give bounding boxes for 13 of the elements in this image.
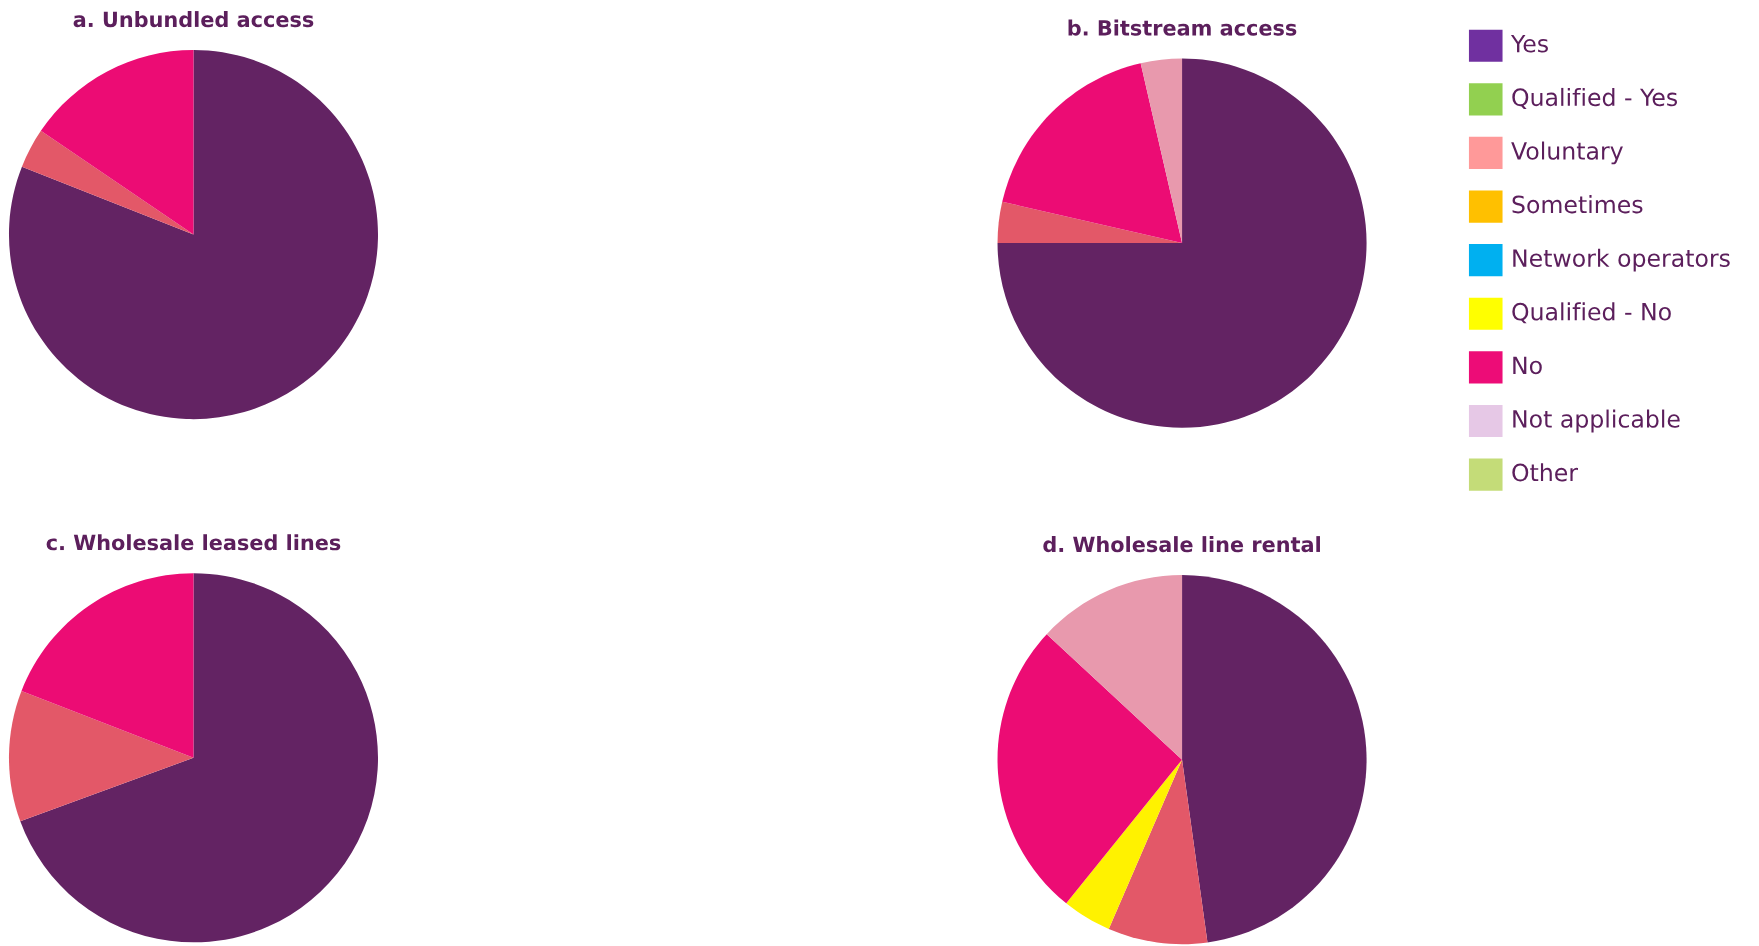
chart-title: a. Unbundled access <box>73 11 314 28</box>
chart-title: d. Wholesale line rental <box>1043 536 1320 553</box>
chart-title: b. Bitstream access <box>1068 19 1297 36</box>
category-label: Network operators <box>1513 248 1730 272</box>
category-label: Yes <box>1510 35 1548 53</box>
category-label: Not applicable <box>1513 409 1680 433</box>
category-label: Other <box>1512 463 1579 482</box>
category-label: Voluntary <box>1511 141 1623 165</box>
category-label: Qualified - Yes <box>1512 87 1677 109</box>
category-label: Sometimes <box>1512 195 1643 214</box>
category-label: No <box>1513 356 1542 375</box>
category-label: Qualified - No <box>1512 302 1671 324</box>
chart-title: c. Wholesale leased lines <box>46 534 341 551</box>
